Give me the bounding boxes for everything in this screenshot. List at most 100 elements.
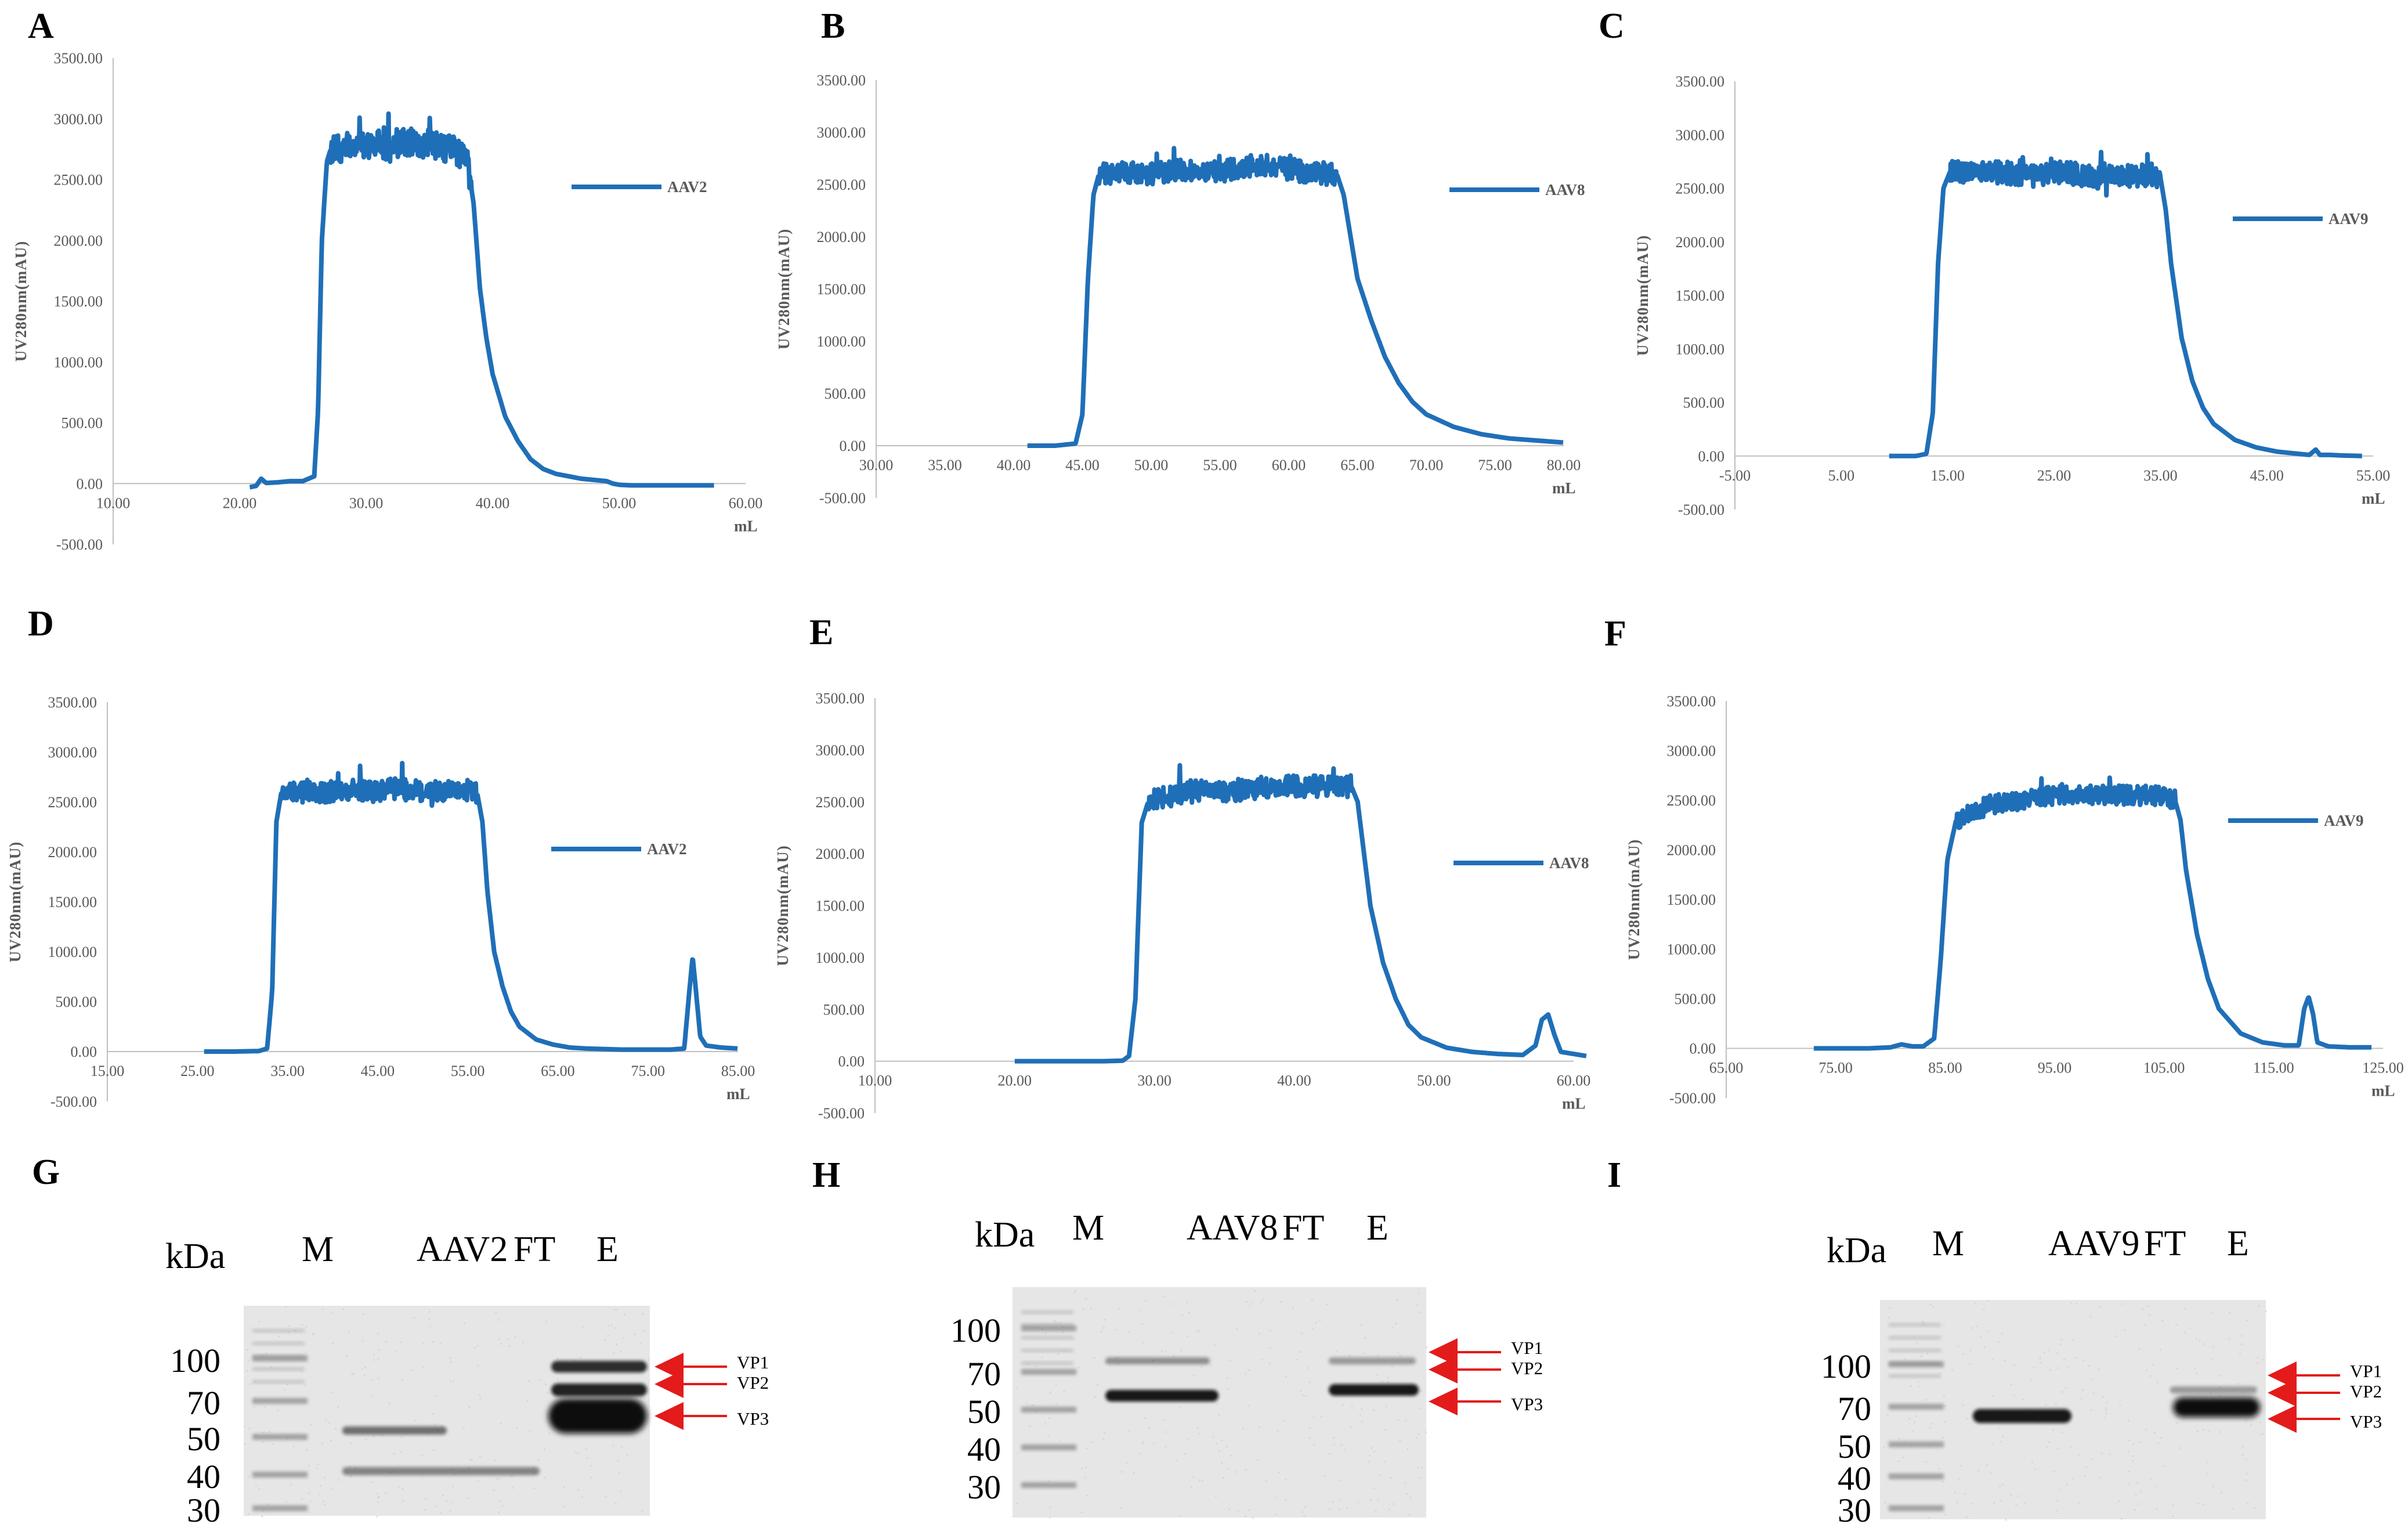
y-tick-label: 0.00 — [77, 475, 103, 492]
gel-noise — [365, 1439, 367, 1441]
gel-noise — [2176, 1415, 2178, 1417]
x-tick-label: 105.00 — [2143, 1060, 2185, 1077]
gel-noise — [1943, 1324, 1945, 1327]
gel-noise — [429, 1325, 431, 1328]
gel-noise — [563, 1486, 565, 1488]
marker-band — [1021, 1444, 1076, 1450]
y-tick-label: 500.00 — [1683, 395, 1725, 411]
gel-noise — [2199, 1339, 2201, 1342]
marker-band — [1021, 1482, 1076, 1488]
gel-noise — [373, 1353, 375, 1356]
gel-noise — [1221, 1440, 1223, 1442]
gel-noise — [2161, 1320, 2164, 1322]
gel-noise — [2031, 1461, 2033, 1464]
gel-noise — [1977, 1469, 1980, 1472]
gel-noise — [330, 1392, 332, 1393]
gel-noise — [1173, 1355, 1174, 1357]
gel-noise — [1373, 1487, 1375, 1489]
gel-noise — [442, 1494, 444, 1497]
gel-noise — [1230, 1455, 1232, 1457]
gel-noise — [1215, 1495, 1217, 1497]
x-tick-label: 20.00 — [223, 494, 257, 511]
gel-noise — [1308, 1381, 1311, 1383]
marker-label: 70 — [1838, 1390, 1871, 1428]
y-tick-label: 3000.00 — [48, 744, 97, 761]
gel-noise — [2247, 1502, 2249, 1505]
gel-noise — [1309, 1427, 1311, 1429]
gel-noise — [623, 1336, 625, 1339]
gel-noise — [533, 1487, 536, 1490]
gel-noise — [1938, 1468, 1940, 1470]
y-tick-label: 3500.00 — [1667, 693, 1716, 710]
gel-noise — [2062, 1391, 2064, 1393]
band-label-vp3: VP3 — [2350, 1411, 2382, 1432]
gel-noise — [1141, 1443, 1144, 1445]
gel-noise — [400, 1436, 403, 1439]
gel-noise — [1198, 1479, 1201, 1482]
gel-noise — [1093, 1357, 1095, 1359]
x-tick-label: 25.00 — [2037, 467, 2071, 484]
kda-label: kDa — [975, 1215, 1035, 1255]
gel-noise — [1897, 1460, 1900, 1462]
gel-noise — [529, 1430, 531, 1432]
gel-noise — [1930, 1422, 1932, 1425]
lane-label: M — [1932, 1224, 1964, 1263]
x-tick-label: 70.00 — [1409, 457, 1444, 474]
gel-noise — [1370, 1499, 1372, 1501]
gel-noise — [1275, 1497, 1278, 1498]
y-tick-label: 1000.00 — [1667, 941, 1716, 958]
gel-noise — [2010, 1494, 2012, 1496]
y-tick-label: 2000.00 — [817, 229, 866, 245]
gel-noise — [247, 1513, 250, 1515]
gel-noise — [244, 1425, 246, 1428]
y-tick-label: 3000.00 — [817, 124, 866, 141]
gel-noise — [613, 1309, 615, 1310]
gel-noise — [1100, 1330, 1102, 1332]
gel-noise — [2219, 1374, 2221, 1377]
x-tick-label: 30.00 — [859, 457, 894, 474]
gel-noise — [2138, 1348, 2140, 1350]
gel-noise — [310, 1423, 312, 1425]
gel-noise — [2229, 1312, 2231, 1314]
gel-noise — [1319, 1319, 1321, 1321]
gel-noise — [317, 1464, 319, 1465]
gel-noise — [608, 1325, 609, 1327]
gel-noise — [2156, 1381, 2158, 1383]
gel-noise — [1385, 1406, 1387, 1408]
gel-noise — [614, 1327, 616, 1330]
gel-noise — [263, 1432, 265, 1434]
marker-band — [252, 1380, 305, 1383]
gel-noise — [2037, 1422, 2039, 1425]
gel-noise — [306, 1448, 308, 1451]
gel-noise — [1922, 1321, 1924, 1323]
gel-noise — [2091, 1458, 2093, 1460]
gel-noise — [1296, 1359, 1298, 1361]
gel-noise — [473, 1347, 476, 1349]
gel-noise — [1962, 1404, 1964, 1406]
gel-noise — [1237, 1510, 1239, 1512]
x-tick-label: 60.00 — [1272, 457, 1306, 474]
gel-noise — [331, 1312, 333, 1314]
gel-noise — [308, 1492, 310, 1494]
y-axis-title: UV280nm(mAU) — [1634, 235, 1651, 356]
gel-noise — [2153, 1432, 2156, 1434]
gel-noise — [2172, 1504, 2174, 1507]
gel-noise — [2071, 1478, 2074, 1480]
x-axis-title: mL — [734, 517, 758, 534]
gel-noise — [2066, 1484, 2068, 1486]
gel-noise — [2045, 1404, 2047, 1406]
gel-noise — [2048, 1349, 2051, 1352]
marker-band — [252, 1329, 305, 1332]
legend-label: AAV9 — [2329, 210, 2369, 227]
gel-noise — [439, 1342, 442, 1345]
gel-noise — [1115, 1328, 1117, 1331]
gel-noise — [1017, 1452, 1019, 1454]
gel-noise — [1913, 1421, 1915, 1424]
gel-noise — [498, 1338, 501, 1341]
gel-noise — [2070, 1302, 2073, 1304]
gel-noise — [1326, 1303, 1328, 1306]
gel-noise — [2197, 1502, 2200, 1505]
gel-noise — [246, 1349, 248, 1351]
gel-noise — [285, 1500, 287, 1502]
